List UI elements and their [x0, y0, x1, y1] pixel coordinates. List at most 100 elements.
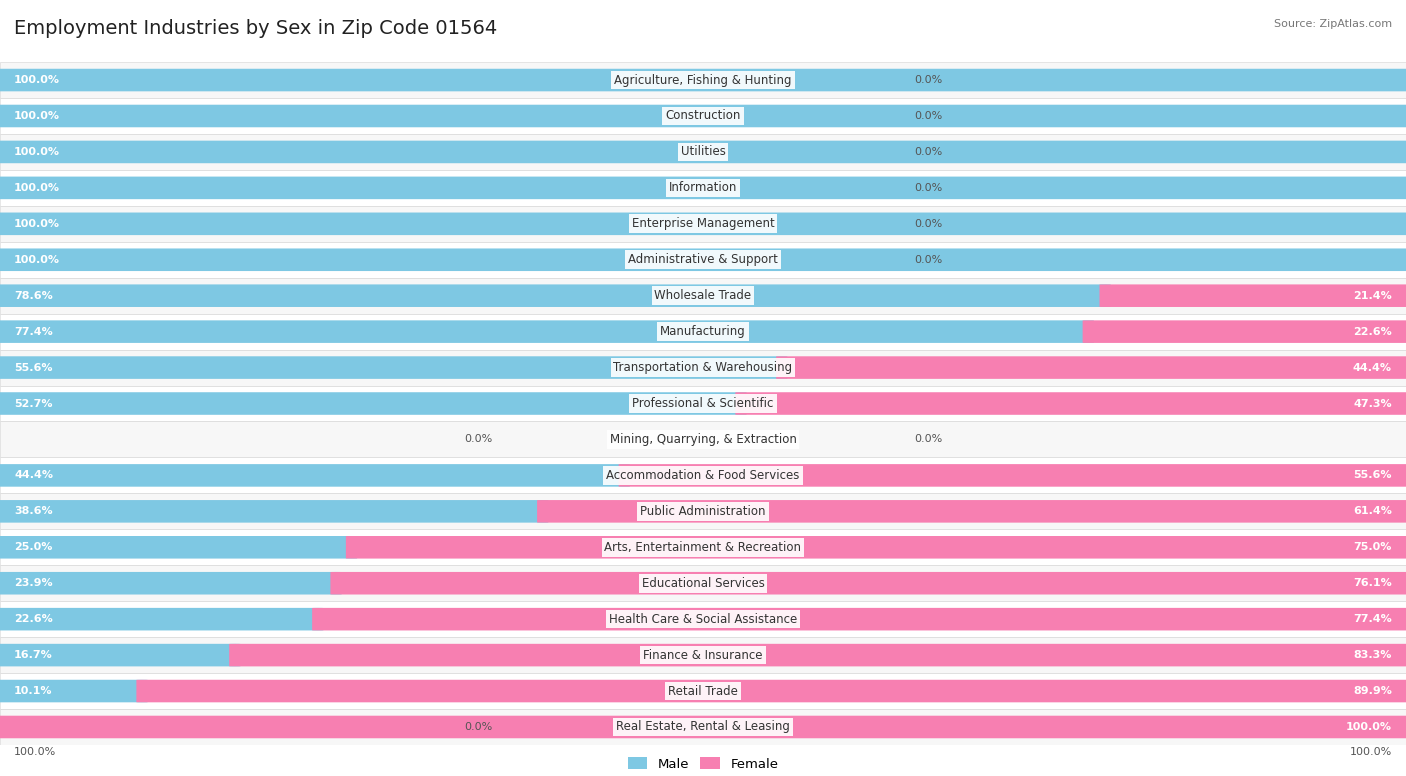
Text: Mining, Quarrying, & Extraction: Mining, Quarrying, & Extraction	[610, 433, 796, 446]
Bar	[0, 565, 1406, 601]
FancyBboxPatch shape	[735, 392, 1406, 415]
Text: 100.0%: 100.0%	[1350, 747, 1392, 757]
Bar	[0, 134, 1406, 170]
Text: 100.0%: 100.0%	[14, 183, 60, 193]
Bar	[0, 170, 1406, 206]
Text: 55.6%: 55.6%	[14, 362, 52, 372]
Text: 23.9%: 23.9%	[14, 578, 52, 588]
FancyBboxPatch shape	[776, 356, 1406, 379]
FancyBboxPatch shape	[0, 285, 1111, 307]
FancyBboxPatch shape	[1099, 285, 1406, 307]
Text: 0.0%: 0.0%	[914, 255, 942, 265]
Text: 0.0%: 0.0%	[914, 219, 942, 229]
Text: Arts, Entertainment & Recreation: Arts, Entertainment & Recreation	[605, 541, 801, 554]
Text: 21.4%: 21.4%	[1353, 291, 1392, 300]
FancyBboxPatch shape	[0, 177, 1406, 199]
Bar	[0, 206, 1406, 242]
Text: Agriculture, Fishing & Hunting: Agriculture, Fishing & Hunting	[614, 74, 792, 87]
Text: Health Care & Social Assistance: Health Care & Social Assistance	[609, 613, 797, 625]
FancyBboxPatch shape	[0, 356, 787, 379]
FancyBboxPatch shape	[0, 392, 747, 415]
Text: Employment Industries by Sex in Zip Code 01564: Employment Industries by Sex in Zip Code…	[14, 19, 498, 38]
Bar	[0, 457, 1406, 494]
Bar	[0, 242, 1406, 278]
Bar	[0, 601, 1406, 637]
Bar	[0, 62, 1406, 98]
FancyBboxPatch shape	[0, 715, 1406, 738]
Text: Retail Trade: Retail Trade	[668, 684, 738, 698]
FancyBboxPatch shape	[0, 140, 1406, 163]
Bar	[0, 314, 1406, 350]
FancyBboxPatch shape	[1083, 320, 1406, 343]
Text: Utilities: Utilities	[681, 145, 725, 158]
Text: 47.3%: 47.3%	[1354, 399, 1392, 408]
Bar	[0, 98, 1406, 134]
Text: 52.7%: 52.7%	[14, 399, 52, 408]
Text: 0.0%: 0.0%	[464, 722, 492, 732]
Text: Finance & Insurance: Finance & Insurance	[644, 649, 762, 662]
Text: 100.0%: 100.0%	[14, 147, 60, 157]
Text: Source: ZipAtlas.com: Source: ZipAtlas.com	[1274, 19, 1392, 29]
Bar	[0, 673, 1406, 709]
Bar	[0, 709, 1406, 745]
Text: 100.0%: 100.0%	[14, 75, 60, 85]
Text: 55.6%: 55.6%	[1354, 470, 1392, 480]
Bar	[0, 134, 1406, 170]
Bar	[0, 242, 1406, 278]
FancyBboxPatch shape	[0, 464, 630, 487]
Bar	[0, 206, 1406, 242]
Bar	[0, 637, 1406, 673]
Text: Public Administration: Public Administration	[640, 505, 766, 518]
Bar	[0, 314, 1406, 350]
Bar	[0, 62, 1406, 98]
Text: 38.6%: 38.6%	[14, 507, 52, 516]
FancyBboxPatch shape	[312, 608, 1406, 630]
FancyBboxPatch shape	[0, 572, 342, 594]
FancyBboxPatch shape	[0, 213, 1406, 235]
Text: 25.0%: 25.0%	[14, 542, 52, 553]
Text: 78.6%: 78.6%	[14, 291, 53, 300]
Bar	[0, 386, 1406, 421]
FancyBboxPatch shape	[0, 248, 1406, 271]
Text: 100.0%: 100.0%	[14, 111, 60, 121]
Bar	[0, 421, 1406, 457]
Bar	[0, 421, 1406, 457]
Text: 100.0%: 100.0%	[1346, 722, 1392, 732]
Legend: Male, Female: Male, Female	[623, 752, 783, 776]
Text: 44.4%: 44.4%	[1353, 362, 1392, 372]
Text: 75.0%: 75.0%	[1354, 542, 1392, 553]
Bar	[0, 170, 1406, 206]
Bar	[0, 386, 1406, 421]
Text: 16.7%: 16.7%	[14, 650, 53, 660]
Text: 0.0%: 0.0%	[464, 435, 492, 445]
Bar	[0, 278, 1406, 314]
FancyBboxPatch shape	[0, 105, 1406, 127]
Bar	[0, 457, 1406, 494]
Bar	[0, 529, 1406, 565]
Text: 0.0%: 0.0%	[914, 75, 942, 85]
Text: Manufacturing: Manufacturing	[661, 325, 745, 338]
Bar	[0, 278, 1406, 314]
Text: 89.9%: 89.9%	[1353, 686, 1392, 696]
FancyBboxPatch shape	[346, 536, 1406, 559]
Text: Educational Services: Educational Services	[641, 577, 765, 590]
FancyBboxPatch shape	[0, 320, 1094, 343]
Text: Administrative & Support: Administrative & Support	[628, 253, 778, 266]
Text: 22.6%: 22.6%	[14, 614, 53, 624]
Text: 0.0%: 0.0%	[914, 147, 942, 157]
Text: 77.4%: 77.4%	[14, 327, 53, 337]
Text: Real Estate, Rental & Leasing: Real Estate, Rental & Leasing	[616, 720, 790, 733]
Bar	[0, 637, 1406, 673]
Bar	[0, 98, 1406, 134]
FancyBboxPatch shape	[0, 500, 548, 522]
Text: 61.4%: 61.4%	[1353, 507, 1392, 516]
Text: 22.6%: 22.6%	[1353, 327, 1392, 337]
Bar	[0, 350, 1406, 386]
Text: 83.3%: 83.3%	[1354, 650, 1392, 660]
Bar	[0, 529, 1406, 565]
FancyBboxPatch shape	[0, 644, 240, 667]
Text: Information: Information	[669, 182, 737, 194]
Text: 0.0%: 0.0%	[914, 435, 942, 445]
Text: Wholesale Trade: Wholesale Trade	[654, 289, 752, 302]
Text: Professional & Scientific: Professional & Scientific	[633, 397, 773, 410]
